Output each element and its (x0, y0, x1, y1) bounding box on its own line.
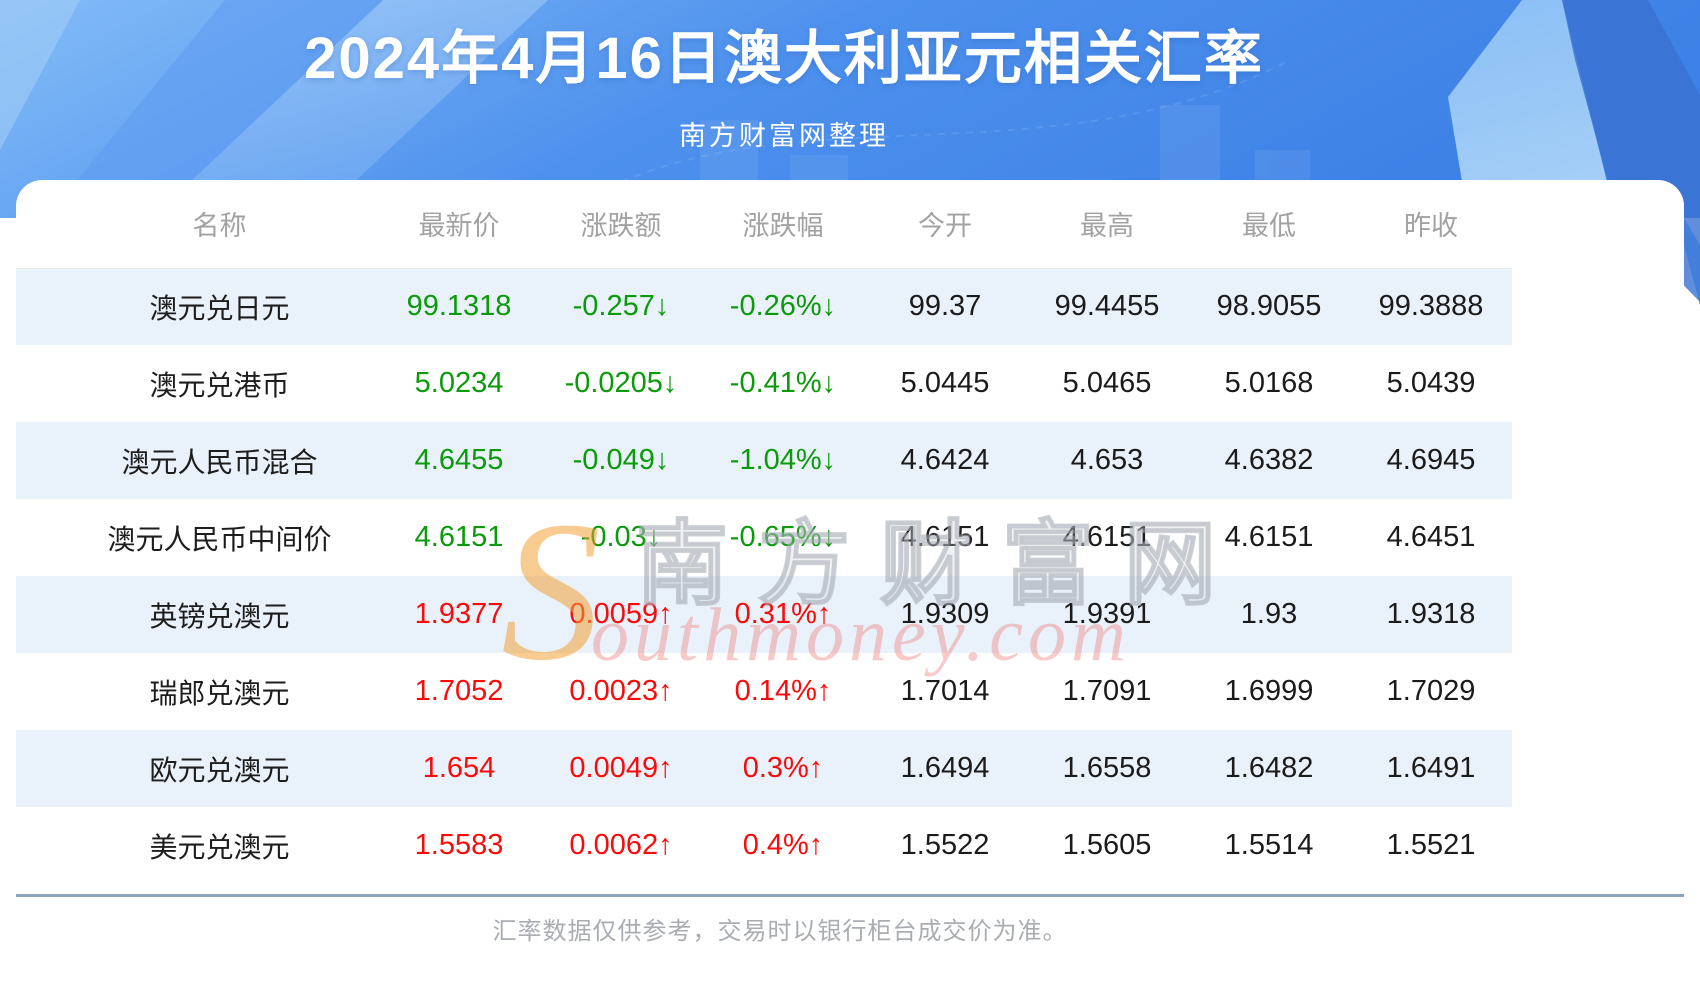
rates-card: 名称 最新价 涨跌额 涨跌幅 今开 最高 最低 昨收 澳元兑日元 99.1318 -0.257↓ -… (16, 180, 1684, 1000)
cell-change_pct: 0.31%↑ (734, 598, 832, 630)
cell-open: 1.6494 (900, 752, 990, 784)
cell-high: 1.6558 (1062, 752, 1152, 784)
cell-change: 0.0049↑ (569, 752, 673, 784)
cell-change_pct: 0.3%↑ (742, 752, 824, 784)
cell-high: 4.6151 (1062, 521, 1152, 553)
col-header-prev_close: 昨收 (1350, 180, 1512, 269)
cell-change: 0.0059↑ (569, 598, 673, 630)
cell-open: 1.7014 (900, 675, 990, 707)
cell-change_pct: 0.4%↑ (742, 829, 824, 861)
cell-name: 美元兑澳元 (149, 831, 290, 863)
hero-text: 2024年4月16日澳大利亚元相关汇率 南方财富网整理 (0, 0, 1700, 153)
cell-prev_close: 1.6491 (1386, 752, 1476, 784)
table-row: 澳元人民币混合 4.6455 -0.049↓ -1.04%↓ 4.6424 4.653 4.… (16, 422, 1512, 499)
cell-change: 0.0023↑ (569, 675, 673, 707)
cell-name: 澳元兑日元 (149, 292, 290, 324)
cell-high: 1.5605 (1062, 829, 1152, 861)
cell-open: 1.9309 (900, 598, 990, 630)
cell-prev_close: 99.3888 (1378, 290, 1484, 323)
cell-open: 5.0445 (900, 367, 990, 399)
col-header-name: 名称 (16, 180, 378, 269)
cell-low: 4.6151 (1224, 521, 1314, 553)
cell-low: 98.9055 (1216, 290, 1322, 323)
cell-open: 1.5522 (900, 829, 990, 861)
cell-latest: 1.654 (422, 752, 496, 784)
page-title: 2024年4月16日澳大利亚元相关汇率 (304, 26, 1264, 91)
cell-name: 澳元兑港币 (149, 369, 290, 401)
cell-change: 0.0062↑ (569, 829, 673, 861)
cell-high: 99.4455 (1054, 290, 1160, 323)
cell-prev_close: 1.9318 (1386, 598, 1476, 630)
table-row: 英镑兑澳元 1.9377 0.0059↑ 0.31%↑ 1.9309 1.9391 1.93… (16, 576, 1512, 653)
cell-high: 5.0465 (1062, 367, 1152, 399)
col-header-high: 最高 (1026, 180, 1188, 269)
footer-note: 汇率数据仅供参考，交易时以银行柜台成交价为准。 (492, 918, 1068, 945)
table-row: 美元兑澳元 1.5583 0.0062↑ 0.4%↑ 1.5522 1.5605 1.551… (16, 807, 1512, 884)
table-header-row: 名称 最新价 涨跌额 涨跌幅 今开 最高 最低 昨收 (16, 180, 1512, 269)
table-row: 澳元兑港币 5.0234 -0.0205↓ -0.41%↓ 5.0445 5.0465 5.… (16, 345, 1512, 422)
col-header-latest: 最新价 (378, 180, 540, 269)
page-subtitle: 南方财富网整理 (679, 121, 889, 151)
cell-name: 澳元人民币中间价 (107, 523, 332, 555)
footer-divider (16, 894, 1684, 897)
cell-prev_close: 1.5521 (1386, 829, 1476, 861)
table-row: 欧元兑澳元 1.654 0.0049↑ 0.3%↑ 1.6494 1.6558 1.6482… (16, 730, 1512, 807)
cell-high: 1.9391 (1062, 598, 1152, 630)
cell-latest: 1.7052 (414, 675, 504, 707)
cell-latest: 1.5583 (414, 829, 504, 861)
cell-latest: 4.6455 (414, 444, 504, 476)
cell-high: 1.7091 (1062, 675, 1152, 707)
cell-prev_close: 5.0439 (1386, 367, 1476, 399)
cell-low: 1.5514 (1224, 829, 1314, 861)
cell-open: 4.6151 (900, 521, 990, 553)
cell-change_pct: -0.65%↓ (729, 521, 837, 553)
cell-prev_close: 1.7029 (1386, 675, 1476, 707)
col-header-change_pct: 涨跌幅 (702, 180, 864, 269)
cell-low: 1.93 (1240, 598, 1298, 630)
rates-table: 名称 最新价 涨跌额 涨跌幅 今开 最高 最低 昨收 澳元兑日元 99.1318 -0.257↓ -… (16, 180, 1512, 884)
cell-change_pct: -0.26%↓ (729, 290, 837, 323)
cell-name: 瑞郎兑澳元 (149, 677, 290, 709)
cell-change: -0.0205↓ (564, 367, 678, 399)
cell-low: 5.0168 (1224, 367, 1314, 399)
cell-open: 99.37 (908, 290, 982, 323)
cell-name: 澳元人民币混合 (121, 446, 318, 478)
cell-name: 英镑兑澳元 (149, 600, 290, 632)
cell-latest: 1.9377 (414, 598, 504, 630)
cell-low: 1.6999 (1224, 675, 1314, 707)
cell-high: 4.653 (1070, 444, 1144, 476)
cell-change_pct: -0.41%↓ (729, 367, 837, 399)
cell-change_pct: -1.04%↓ (729, 444, 837, 476)
cell-latest: 99.1318 (406, 290, 512, 323)
col-header-change: 涨跌额 (540, 180, 702, 269)
cell-prev_close: 4.6451 (1386, 521, 1476, 553)
cell-name: 欧元兑澳元 (149, 754, 290, 786)
cell-change: -0.03↓ (580, 521, 662, 553)
table-row: 瑞郎兑澳元 1.7052 0.0023↑ 0.14%↑ 1.7014 1.7091 1.69… (16, 653, 1512, 730)
cell-low: 4.6382 (1224, 444, 1314, 476)
col-header-open: 今开 (864, 180, 1026, 269)
cell-latest: 4.6151 (414, 521, 504, 553)
cell-prev_close: 4.6945 (1386, 444, 1476, 476)
cell-low: 1.6482 (1224, 752, 1314, 784)
cell-open: 4.6424 (900, 444, 990, 476)
cell-change: -0.049↓ (572, 444, 670, 476)
cell-latest: 5.0234 (414, 367, 504, 399)
table-row: 澳元兑日元 99.1318 -0.257↓ -0.26%↓ 99.37 99.4455 98… (16, 268, 1512, 345)
cell-change_pct: 0.14%↑ (734, 675, 832, 707)
table-row: 澳元人民币中间价 4.6151 -0.03↓ -0.65%↓ 4.6151 4.6151 4… (16, 499, 1512, 576)
cell-change: -0.257↓ (572, 290, 670, 323)
col-header-low: 最低 (1188, 180, 1350, 269)
